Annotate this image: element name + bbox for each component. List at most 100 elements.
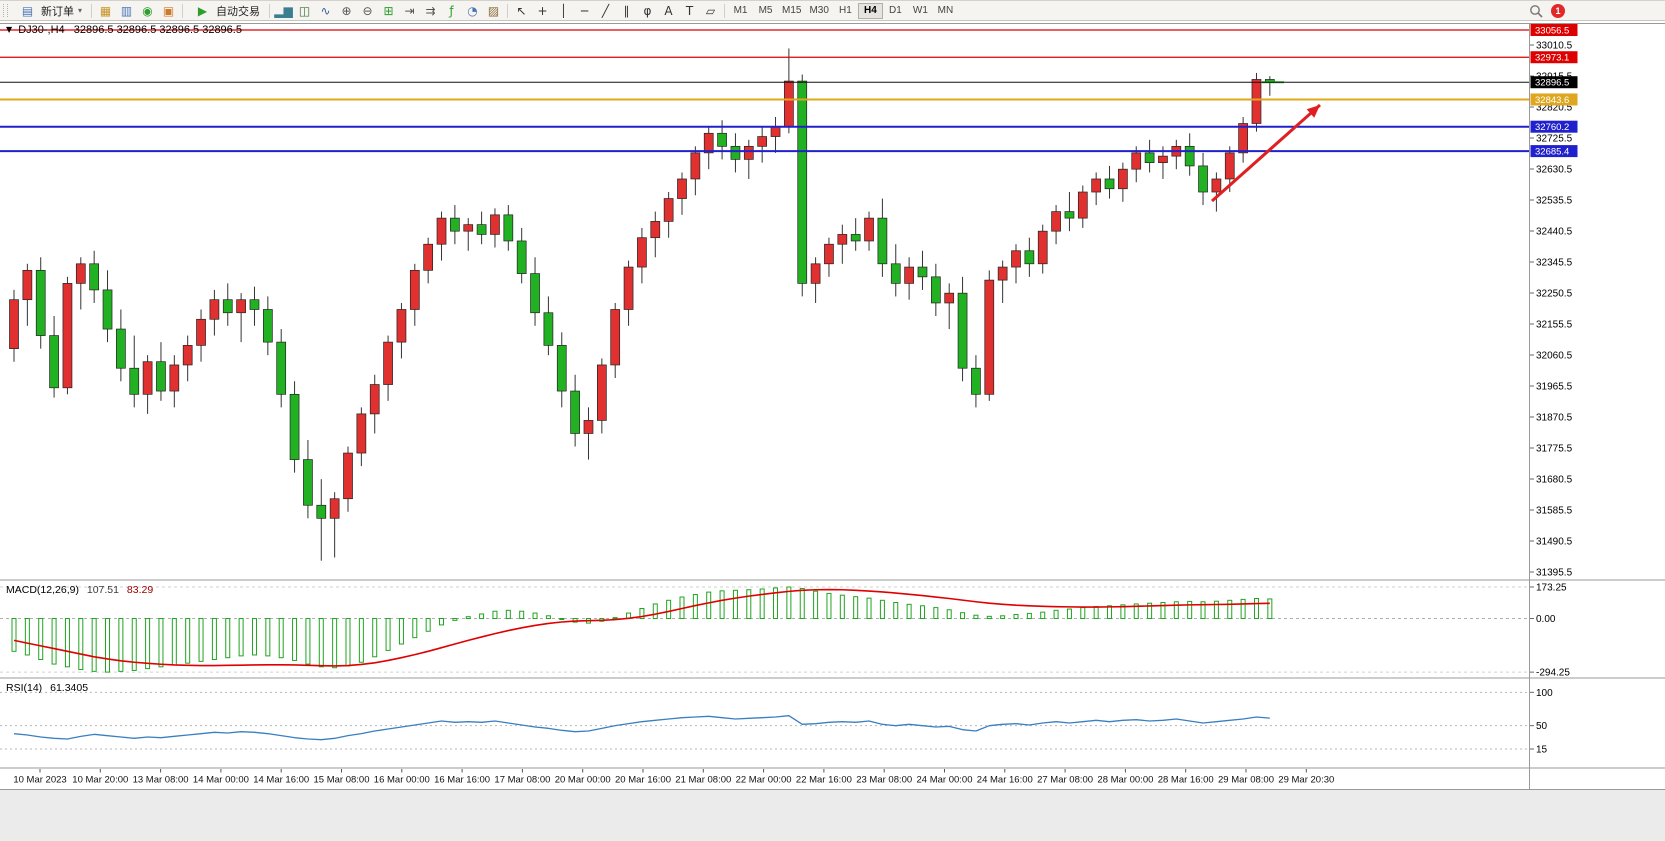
svg-text:28 Mar 00:00: 28 Mar 00:00 — [1097, 775, 1153, 786]
new-order-label: 新订单 — [41, 5, 74, 18]
chart-shift-icon[interactable]: ⇥ — [404, 3, 415, 18]
candlestick-chart-icon[interactable]: ◫ — [298, 3, 311, 18]
chevron-down-icon: ▾ — [78, 6, 83, 15]
auto-scroll-icon[interactable]: ⇉ — [425, 3, 436, 18]
svg-text:32535.5: 32535.5 — [1536, 196, 1573, 207]
new-order-icon: ▤ — [21, 3, 34, 18]
svg-text:32250.5: 32250.5 — [1536, 289, 1573, 300]
svg-text:33056.5: 33056.5 — [1535, 26, 1569, 37]
shapes-icon[interactable]: ▱ — [705, 3, 716, 18]
svg-text:31490.5: 31490.5 — [1536, 536, 1573, 547]
level-price-label — [1530, 120, 1578, 133]
zoom-out-icon[interactable]: ⊖ — [362, 3, 373, 18]
svg-text:10 Mar 2023: 10 Mar 2023 — [13, 775, 66, 786]
add-indicator-icon[interactable]: ƒ — [449, 3, 454, 18]
svg-text:27 Mar 08:00: 27 Mar 08:00 — [1037, 775, 1093, 786]
svg-text:32345.5: 32345.5 — [1536, 258, 1573, 269]
bar-chart-icon[interactable]: ▂▆ — [274, 3, 293, 18]
algo-trading-icon[interactable]: ◉ — [142, 3, 153, 18]
time-axis[interactable]: 10 Mar 2023 10 Mar 20:00 13 Mar 08:00 14 Ma… — [13, 769, 1334, 786]
svg-text:32896.5: 32896.5 — [1535, 78, 1569, 89]
auto-trading-button[interactable]: ▶ 自动交易 — [186, 2, 266, 20]
line-chart-icon[interactable]: ∿ — [320, 3, 331, 18]
timeframe-button-m1[interactable]: M1 — [728, 3, 753, 19]
svg-text:20 Mar 00:00: 20 Mar 00:00 — [555, 775, 611, 786]
svg-text:31870.5: 31870.5 — [1536, 412, 1573, 423]
trendline-icon[interactable]: ╱ — [601, 3, 610, 18]
timeframe-button-h1[interactable]: H1 — [833, 3, 858, 19]
window-icons-group: ▦ ▥ ◉ ▣ — [95, 2, 179, 20]
timeframe-group: M1 M5 M15 M30 H1 H4 D1 W1 MN — [728, 2, 958, 19]
svg-text:22 Mar 00:00: 22 Mar 00:00 — [736, 775, 792, 786]
svg-text:32060.5: 32060.5 — [1536, 351, 1573, 362]
svg-text:32760.2: 32760.2 — [1535, 122, 1569, 133]
timeframe-button-m15[interactable]: M15 — [778, 3, 805, 19]
level-price-label — [1530, 93, 1578, 106]
toolbar-separator — [507, 3, 509, 18]
templates-icon[interactable]: ▨ — [487, 3, 500, 18]
one-click-trading-toggle-icon[interactable]: ▼ — [6, 25, 13, 34]
svg-text:31585.5: 31585.5 — [1536, 505, 1573, 516]
svg-text:17 Mar 08:00: 17 Mar 08:00 — [494, 775, 550, 786]
svg-text:24 Mar 00:00: 24 Mar 00:00 — [917, 775, 973, 786]
strategy-tester-icon[interactable]: ▣ — [162, 3, 175, 18]
tile-windows-icon[interactable]: ⊞ — [383, 3, 394, 18]
price-axis[interactable]: 33010.532915.532820.532725.532630.532535… — [1530, 24, 1578, 578]
notification-badge[interactable]: 1 — [1551, 3, 1565, 18]
chart-background — [0, 21, 1665, 791]
timeframe-button-m30[interactable]: M30 — [805, 3, 832, 19]
vertical-line-icon[interactable]: │ — [559, 3, 568, 18]
status-strip — [0, 789, 1665, 841]
svg-text:-294.25: -294.25 — [1536, 668, 1570, 679]
rsi-line — [13, 715, 1270, 741]
toolbar-separator — [724, 3, 726, 18]
zoom-in-icon[interactable]: ⊕ — [341, 3, 352, 18]
current-price-label — [1530, 76, 1578, 89]
label-icon[interactable]: T — [685, 3, 694, 18]
timeframe-button-h4[interactable]: H4 — [857, 2, 883, 19]
auto-trading-label: 自动交易 — [216, 5, 261, 18]
trend-arrow-annotation[interactable] — [1211, 103, 1321, 203]
timeframe-button-mn[interactable]: MN — [933, 3, 958, 19]
toolbar-right-group: 1 — [1529, 3, 1665, 18]
chart-area[interactable]: 33010.532915.532820.532725.532630.532535… — [0, 21, 1665, 841]
svg-text:13 Mar 08:00: 13 Mar 08:00 — [133, 775, 189, 786]
svg-text:32725.5: 32725.5 — [1536, 134, 1573, 145]
svg-text:32155.5: 32155.5 — [1536, 320, 1573, 331]
svg-text:50: 50 — [1536, 721, 1548, 732]
text-icon[interactable]: A — [664, 3, 673, 18]
svg-text:29 Mar 20:30: 29 Mar 20:30 — [1278, 775, 1334, 786]
timeframe-button-m5[interactable]: M5 — [753, 3, 778, 19]
crosshair-icon[interactable]: + — [537, 3, 548, 18]
svg-text:10 Mar 20:00: 10 Mar 20:00 — [72, 775, 128, 786]
svg-text:32843.6: 32843.6 — [1535, 95, 1569, 106]
svg-text:28 Mar 16:00: 28 Mar 16:00 — [1158, 775, 1214, 786]
chart-tools-group: ▂▆ ◫ ∿ ⊕ ⊖ ⊞ ⇥ ⇉ ƒ ◔ ▨ — [273, 2, 504, 20]
cursor-icon[interactable]: ↖ — [516, 3, 527, 18]
toolbar-separator — [91, 3, 93, 18]
channel-icon[interactable]: ∥ — [623, 3, 630, 18]
fibonacci-icon[interactable]: φ — [643, 3, 652, 18]
svg-text:21 Mar 08:00: 21 Mar 08:00 — [675, 775, 731, 786]
toolbar-drag-handle[interactable] — [3, 4, 8, 17]
new-order-button[interactable]: ▤ 新订单 ▾ — [11, 2, 88, 20]
svg-text:32973.1: 32973.1 — [1535, 53, 1569, 64]
level-price-label — [1530, 145, 1578, 158]
panel-borders — [0, 23, 1665, 790]
market-watch-icon[interactable]: ▥ — [120, 3, 133, 18]
svg-text:173.25: 173.25 — [1536, 582, 1567, 593]
search-icon[interactable] — [1529, 4, 1543, 18]
svg-text:31395.5: 31395.5 — [1536, 567, 1573, 578]
timeframe-button-d1[interactable]: D1 — [883, 3, 908, 19]
horizontal-line-icon[interactable]: ─ — [580, 3, 589, 18]
svg-text:32685.4: 32685.4 — [1535, 147, 1569, 158]
toolbar-separator — [269, 3, 271, 18]
svg-text:14 Mar 00:00: 14 Mar 00:00 — [193, 775, 249, 786]
main-toolbar: ▤ 新订单 ▾ ▦ ▥ ◉ ▣ ▶ 自动交易 ▂▆ ◫ ∿ ⊕ ⊖ ⊞ ⇥ ⇉ ƒ ◔ ▨ ↖ + │ ─ ╱ ∥ φ… — [0, 1, 1665, 21]
period-clock-icon[interactable]: ◔ — [467, 3, 478, 18]
toolbox-icon[interactable]: ▦ — [99, 3, 112, 18]
draw-tools-group: ↖ + │ ─ ╱ ∥ φ A T ▱ — [511, 2, 721, 20]
horizontal-level-lines[interactable] — [0, 29, 1529, 153]
play-icon: ▶ — [197, 3, 208, 18]
timeframe-button-w1[interactable]: W1 — [908, 3, 933, 19]
